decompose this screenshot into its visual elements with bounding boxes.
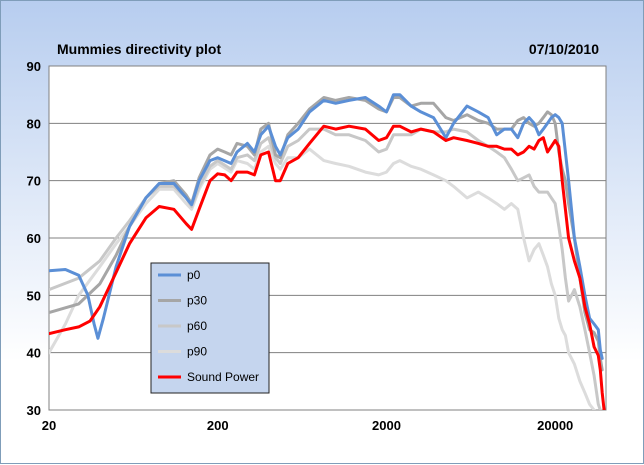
legend-label-p30: p30 <box>187 294 207 308</box>
x-tick-label-20: 20 <box>42 418 56 433</box>
legend-box <box>150 262 270 394</box>
y-tick-label-40: 40 <box>27 346 41 361</box>
x-tick-label-2000: 2000 <box>372 418 401 433</box>
x-tick-label-20000: 20000 <box>537 418 573 433</box>
series-line-p0 <box>49 93 604 360</box>
legend[interactable]: p0 p30 p60 p90 Sound Power <box>150 262 270 394</box>
y-tick-label-30: 30 <box>27 403 41 418</box>
x-tick-label-200: 200 <box>207 418 229 433</box>
y-tick-label-60: 60 <box>27 231 41 246</box>
series-line-p60 <box>49 127 602 410</box>
legend-label-p90: p90 <box>187 345 207 359</box>
chart-title: Mummies directivity plot <box>57 41 221 57</box>
legend-label-p60: p60 <box>187 319 207 333</box>
series-layer <box>49 93 606 410</box>
chart-date: 07/10/2010 <box>529 41 599 57</box>
y-tick-label-90: 90 <box>27 59 41 74</box>
legend-label-sound-power: Sound Power <box>187 370 259 384</box>
y-tick-label-50: 50 <box>27 288 41 303</box>
y-tick-label-80: 80 <box>27 116 41 131</box>
axis-labels: 30 40 50 60 70 80 90 20 200 2000 20000 <box>27 59 574 433</box>
y-tick-label-70: 70 <box>27 174 41 189</box>
gridlines <box>49 122 606 354</box>
legend-label-p0: p0 <box>187 268 201 282</box>
series-line-sound-power <box>49 124 606 410</box>
